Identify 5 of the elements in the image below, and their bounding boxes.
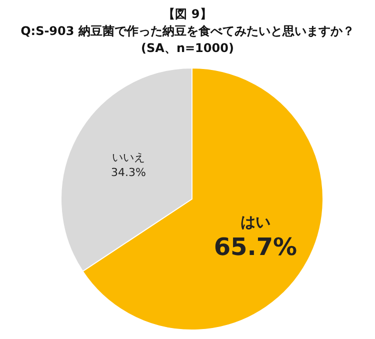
data-label: 34.3%	[111, 166, 146, 179]
data-label: 65.7%	[214, 233, 298, 262]
chart-title: 【図 9】 Q:S-903 納豆菌で作った納豆を食べてみたいと思いますか？ (SA、n=1000)	[20, 6, 356, 57]
slice-label: いいえ	[112, 150, 146, 164]
slice-label: はい	[240, 213, 270, 232]
